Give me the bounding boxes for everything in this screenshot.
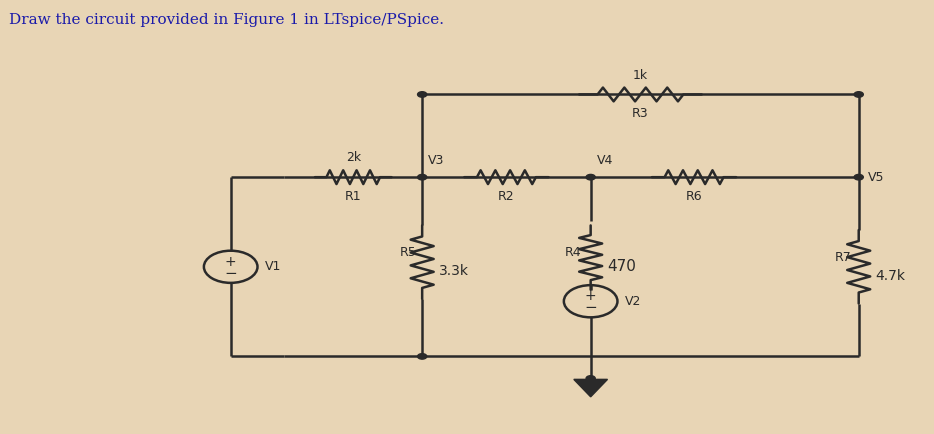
Text: −: − <box>585 300 597 315</box>
Text: V4: V4 <box>597 154 613 167</box>
Text: R5: R5 <box>400 247 416 260</box>
Circle shape <box>586 376 595 381</box>
Text: V3: V3 <box>429 154 445 167</box>
Text: R1: R1 <box>345 190 361 203</box>
Text: 4.7k: 4.7k <box>875 269 906 283</box>
Text: R2: R2 <box>498 190 515 203</box>
Text: 470: 470 <box>607 259 636 274</box>
Circle shape <box>854 174 863 180</box>
Text: 3.3k: 3.3k <box>439 264 469 278</box>
Circle shape <box>417 92 427 97</box>
Circle shape <box>417 354 427 359</box>
Circle shape <box>854 92 863 97</box>
Text: 2k: 2k <box>346 151 361 164</box>
Polygon shape <box>573 379 607 397</box>
Text: R7: R7 <box>834 251 851 264</box>
Text: R3: R3 <box>632 107 649 120</box>
Text: V2: V2 <box>625 295 642 308</box>
Text: +: + <box>225 255 236 269</box>
Text: V1: V1 <box>265 260 281 273</box>
Text: −: − <box>224 266 237 281</box>
Circle shape <box>586 174 595 180</box>
Text: R6: R6 <box>686 190 702 203</box>
Text: R4: R4 <box>565 247 582 260</box>
Text: 1k: 1k <box>633 69 648 82</box>
Text: Draw the circuit provided in Figure 1 in LTspice/PSpice.: Draw the circuit provided in Figure 1 in… <box>9 13 445 27</box>
Text: +: + <box>585 289 597 303</box>
Circle shape <box>417 174 427 180</box>
Text: V5: V5 <box>868 171 884 184</box>
